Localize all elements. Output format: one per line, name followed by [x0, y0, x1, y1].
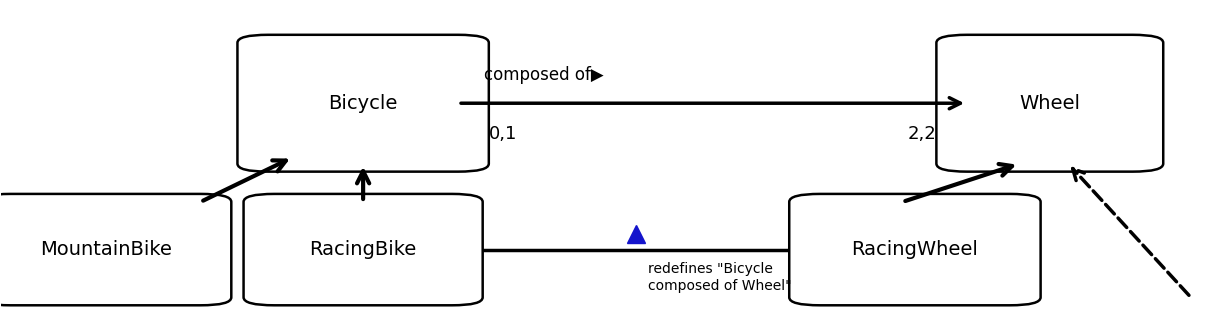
Text: composed of▶: composed of▶ — [484, 66, 603, 84]
FancyBboxPatch shape — [243, 194, 483, 305]
Text: redefines "Bicycle
composed of Wheel": redefines "Bicycle composed of Wheel" — [648, 262, 791, 292]
Text: MountainBike: MountainBike — [39, 240, 172, 259]
FancyBboxPatch shape — [0, 194, 231, 305]
FancyBboxPatch shape — [789, 194, 1041, 305]
Text: RacingWheel: RacingWheel — [852, 240, 978, 259]
Text: RacingBike: RacingBike — [310, 240, 417, 259]
Text: 2,2: 2,2 — [908, 126, 936, 143]
Text: Wheel: Wheel — [1019, 94, 1080, 113]
FancyBboxPatch shape — [237, 35, 489, 172]
Text: Bicycle: Bicycle — [328, 94, 398, 113]
FancyBboxPatch shape — [936, 35, 1163, 172]
Text: 0,1: 0,1 — [489, 126, 517, 143]
